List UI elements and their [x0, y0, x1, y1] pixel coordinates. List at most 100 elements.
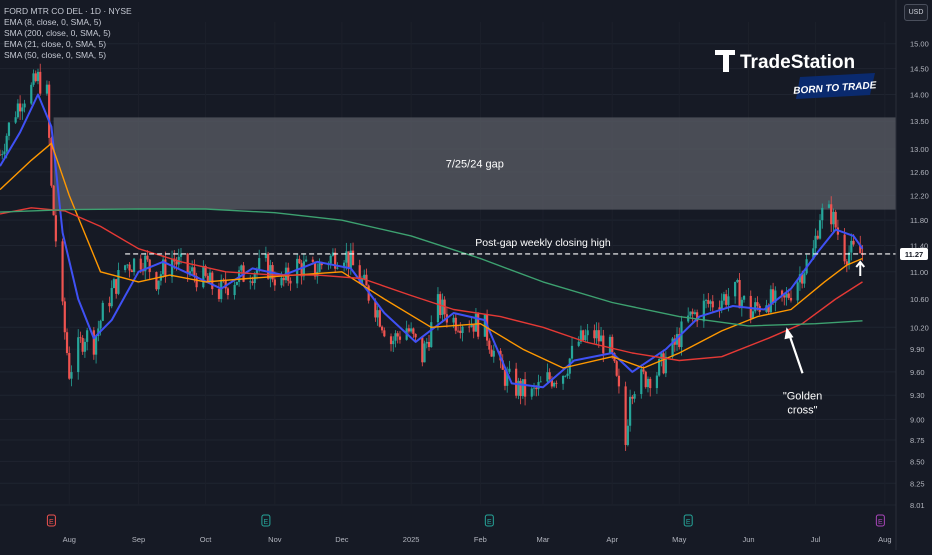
y-tick-label: 12.20 — [910, 192, 929, 201]
candle — [709, 301, 712, 304]
candle — [832, 211, 835, 225]
candle — [162, 259, 165, 275]
candle — [696, 312, 699, 322]
candle — [461, 326, 464, 334]
candle — [61, 241, 64, 302]
candle — [273, 279, 276, 286]
candle — [662, 353, 665, 374]
candle — [305, 259, 308, 262]
candle — [398, 336, 402, 340]
candle — [267, 253, 270, 279]
candle — [235, 281, 238, 285]
candle — [508, 368, 511, 372]
candle — [155, 272, 158, 290]
candle — [532, 387, 536, 389]
brand-tagline-box — [796, 73, 875, 99]
candle — [264, 253, 267, 259]
candle — [859, 244, 862, 254]
x-tick-label: Jun — [742, 535, 754, 544]
candle — [342, 262, 346, 268]
candle — [389, 336, 393, 345]
candle — [195, 276, 198, 288]
candle — [774, 290, 777, 303]
candle — [204, 265, 207, 276]
candle — [170, 258, 174, 277]
candle — [86, 330, 89, 342]
earnings-icon — [875, 514, 885, 527]
candle — [633, 394, 636, 399]
earnings-marker-label: E — [264, 519, 269, 526]
candle — [660, 353, 663, 360]
candle — [157, 280, 160, 290]
candle — [334, 252, 337, 269]
candle — [523, 379, 527, 397]
candle — [298, 258, 301, 264]
candle — [441, 299, 444, 315]
legend-ema8[interactable]: EMA (8, close, 0, SMA, 5) — [4, 17, 102, 27]
candle — [847, 252, 851, 265]
candle — [94, 336, 98, 355]
candle — [128, 264, 131, 271]
candle — [626, 425, 629, 445]
currency-button[interactable]: USD — [904, 4, 928, 21]
candle — [827, 204, 831, 208]
candle — [488, 340, 491, 350]
candle — [81, 337, 84, 352]
candle — [852, 240, 855, 245]
candle — [843, 234, 846, 262]
legend-ema21[interactable]: EMA (21, close, 0, SMA, 5) — [4, 39, 107, 49]
candle — [378, 310, 381, 327]
candle — [816, 235, 819, 239]
earnings-icon — [484, 514, 494, 527]
x-tick-label: May — [672, 535, 686, 544]
golden-cross-label-line2: cross" — [787, 404, 817, 416]
candle — [640, 369, 643, 395]
candle — [702, 300, 705, 322]
candle — [282, 277, 285, 281]
earnings-marker-label: E — [487, 519, 492, 526]
last-price-box — [900, 247, 928, 260]
candle — [14, 117, 17, 123]
up-arrow-icon — [855, 260, 866, 276]
candle — [834, 211, 837, 228]
candle — [756, 302, 759, 306]
legend-sma50[interactable]: SMA (50, close, 0, SMA, 5) — [4, 50, 107, 60]
candle — [515, 368, 518, 396]
candle — [394, 333, 397, 341]
candle — [144, 255, 147, 272]
earnings-icon — [46, 514, 56, 527]
candle — [738, 279, 741, 309]
candle — [582, 330, 585, 341]
y-tick-label: 10.60 — [910, 295, 929, 304]
candle — [360, 279, 364, 284]
candle — [769, 289, 772, 313]
candle — [687, 315, 690, 322]
candle — [564, 375, 567, 377]
candle — [456, 330, 460, 332]
candle — [336, 267, 339, 269]
candle — [693, 312, 697, 314]
golden-cross-arrow — [788, 334, 804, 374]
candle — [718, 307, 721, 310]
candle — [704, 300, 708, 301]
candle — [430, 322, 433, 348]
candle — [789, 297, 793, 301]
legend-symbol[interactable]: FORD MTR CO DEL · 1D · NYSE — [4, 6, 132, 16]
candle — [787, 293, 790, 298]
candle — [617, 375, 621, 387]
x-tick-label: Aug — [63, 535, 76, 544]
sma50-line — [0, 207, 863, 362]
arrow-head-icon — [784, 327, 794, 340]
candle — [34, 73, 37, 82]
candle — [320, 263, 323, 266]
candle — [311, 259, 314, 262]
legend-sma200[interactable]: SMA (200, close, 0, SMA, 5) — [4, 28, 111, 38]
candle — [664, 356, 667, 374]
candle — [734, 281, 737, 297]
candle — [474, 313, 478, 332]
candle — [691, 311, 694, 314]
candle — [70, 372, 73, 379]
candle — [555, 382, 558, 384]
candle — [0, 154, 2, 156]
